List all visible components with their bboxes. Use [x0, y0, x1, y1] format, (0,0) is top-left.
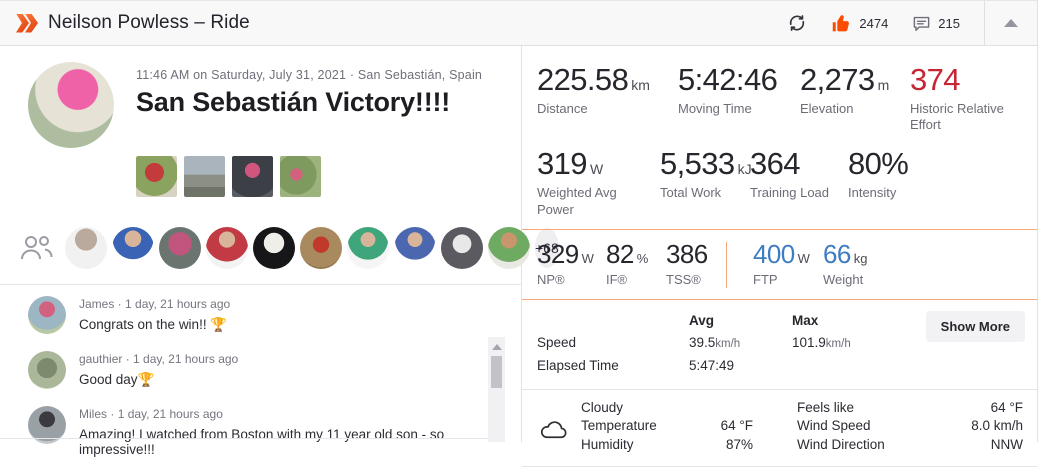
- orange-vertical-divider: [726, 241, 727, 288]
- stat-training-load: 364 Training Load: [750, 146, 830, 200]
- commenter-name[interactable]: gauthier: [79, 352, 123, 366]
- weather-value: 64 °F: [990, 399, 1023, 415]
- thumbs-up-icon: [833, 14, 850, 31]
- comment-timestamp: 1 day, 21 hours ago: [122, 352, 238, 366]
- comment-text: Good day🏆: [79, 372, 155, 387]
- photo-strip: [136, 156, 521, 197]
- max-column-header: Max: [792, 312, 819, 328]
- comment: James1 day, 21 hours ago Congrats on the…: [28, 296, 477, 334]
- stat-if: 82% IF®: [606, 238, 649, 287]
- kudoser-avatar[interactable]: [347, 227, 389, 269]
- activity-photo[interactable]: [184, 156, 225, 197]
- scroll-up-icon[interactable]: [491, 344, 502, 350]
- stat-weighted-avg-power: 319 W Weighted Avg Power: [537, 146, 617, 217]
- commenter-name[interactable]: Miles: [79, 407, 108, 421]
- kudoser-avatar[interactable]: [112, 227, 154, 269]
- kudoser-avatar[interactable]: [441, 227, 483, 269]
- athlete-avatar[interactable]: [28, 62, 114, 148]
- double-chevron-icon: [16, 13, 38, 33]
- avg-max-table: Avg Max Speed 39.5km/h 101.9km/h Elapsed…: [537, 310, 1037, 377]
- title-bar: Neilson Powless – Ride 2474 215: [0, 0, 1037, 46]
- kudoser-avatar[interactable]: [253, 227, 295, 269]
- refresh-icon: [790, 15, 805, 31]
- weather-right-column: Feels like 64 °F Wind Speed 8.0 km/h Wind …: [797, 399, 1023, 455]
- comment-icon: [913, 16, 930, 31]
- refresh-button[interactable]: [787, 13, 807, 33]
- window-title: Neilson Powless – Ride: [48, 12, 250, 33]
- header-divider: [984, 0, 985, 46]
- weather-value: 87%: [725, 436, 753, 452]
- cloud-icon: [540, 421, 567, 438]
- weather-left-column: Cloudy Temperature 64 °F Humidity 87%: [581, 399, 753, 455]
- activity-title[interactable]: San Sebastián Victory!!!!: [136, 87, 451, 117]
- kudoser-avatar[interactable]: [488, 227, 530, 269]
- comment-timestamp: 1 day, 21 hours ago: [107, 407, 223, 421]
- kudoser-avatar[interactable]: [300, 227, 342, 269]
- kudos-avatars-row: +68: [18, 227, 559, 269]
- comment-text: Congrats on the win!! 🏆: [79, 317, 228, 332]
- weather-value: 8.0 km/h: [971, 418, 1023, 434]
- kudoser-avatar[interactable]: [65, 227, 107, 269]
- orange-divider: [522, 228, 1037, 230]
- comment-text: Amazing! I watched from Boston with my 1…: [79, 427, 445, 457]
- comment: gauthier1 day, 21 hours ago Good day🏆: [28, 351, 477, 389]
- avg-column-header: Avg: [689, 312, 715, 328]
- kudoser-avatar[interactable]: [206, 227, 248, 269]
- comments-button[interactable]: 215: [912, 14, 960, 33]
- show-more-button[interactable]: Show More: [925, 310, 1025, 342]
- weather-label: Wind Speed: [797, 418, 871, 434]
- stats-panel: 225.58 km Distance 5:42:46 Moving Time 2,…: [522, 46, 1037, 467]
- section-divider: [0, 284, 521, 285]
- weather-label: Temperature: [581, 418, 657, 434]
- kudos-count: 2474: [859, 15, 889, 31]
- comments-count: 215: [938, 15, 960, 31]
- weather-label: Humidity: [581, 436, 634, 452]
- stat-moving-time: 5:42:46 Moving Time: [678, 62, 778, 116]
- collapse-button[interactable]: [985, 1, 1037, 45]
- section-divider: [0, 438, 505, 439]
- kudoser-avatar[interactable]: [159, 227, 201, 269]
- commenter-name[interactable]: James: [79, 297, 115, 311]
- gray-divider: [522, 388, 1037, 390]
- stat-weight: 66 kg Weight: [823, 238, 868, 287]
- stat-ftp: 400 W FTP: [753, 238, 810, 287]
- scrollbar-thumb[interactable]: [491, 356, 502, 388]
- orange-divider: [522, 298, 1037, 300]
- kudoser-avatar[interactable]: [394, 227, 436, 269]
- weather-condition: Cloudy: [581, 399, 624, 415]
- stat-np: 329 W NP®: [537, 238, 594, 287]
- comment: Miles1 day, 21 hours ago Amazing! I watc…: [28, 406, 477, 457]
- commenter-avatar[interactable]: [28, 296, 66, 334]
- stat-tss: 386 TSS®: [666, 238, 708, 287]
- stat-elevation: 2,273 m Elevation: [800, 62, 890, 116]
- activity-photo[interactable]: [136, 156, 177, 197]
- kudos-button[interactable]: 2474: [831, 13, 888, 34]
- stat-total-work: 5,533 kJ Total Work: [660, 146, 752, 200]
- table-row-speed: Speed 39.5km/h 101.9km/h: [537, 334, 851, 350]
- table-row-elapsed-time: Elapsed Time 5:47:49: [537, 357, 735, 373]
- kudos-overflow-badge[interactable]: +68: [535, 228, 559, 268]
- comment-timestamp: 1 day, 21 hours ago: [114, 297, 230, 311]
- activity-photo[interactable]: [280, 156, 321, 197]
- comments-scrollbar[interactable]: [488, 337, 505, 442]
- commenter-avatar[interactable]: [28, 406, 66, 444]
- commenter-avatar[interactable]: [28, 351, 66, 389]
- stat-historic-relative-effort: 374 Historic Relative Effort: [910, 62, 1004, 133]
- comments-list: James1 day, 21 hours ago Congrats on the…: [0, 285, 521, 457]
- activity-photo[interactable]: [232, 156, 273, 197]
- weather-value: NNW: [990, 436, 1023, 452]
- weather-value: 64 °F: [720, 418, 753, 434]
- activity-meta: 11:46 AM on Saturday, July 31, 2021 · Sa…: [136, 68, 483, 82]
- weather-label: Feels like: [797, 399, 855, 415]
- stat-distance: 225.58 km Distance: [537, 62, 650, 116]
- stat-intensity: 80% Intensity: [848, 146, 909, 200]
- weather-label: Wind Direction: [797, 436, 885, 452]
- weather-section: Cloudy Temperature 64 °F Humidity 87% Feel…: [537, 399, 1037, 455]
- activity-feed-panel: 11:46 AM on Saturday, July 31, 2021 · Sa…: [0, 46, 559, 457]
- chevron-up-icon: [1004, 19, 1018, 27]
- group-icon: [21, 236, 53, 260]
